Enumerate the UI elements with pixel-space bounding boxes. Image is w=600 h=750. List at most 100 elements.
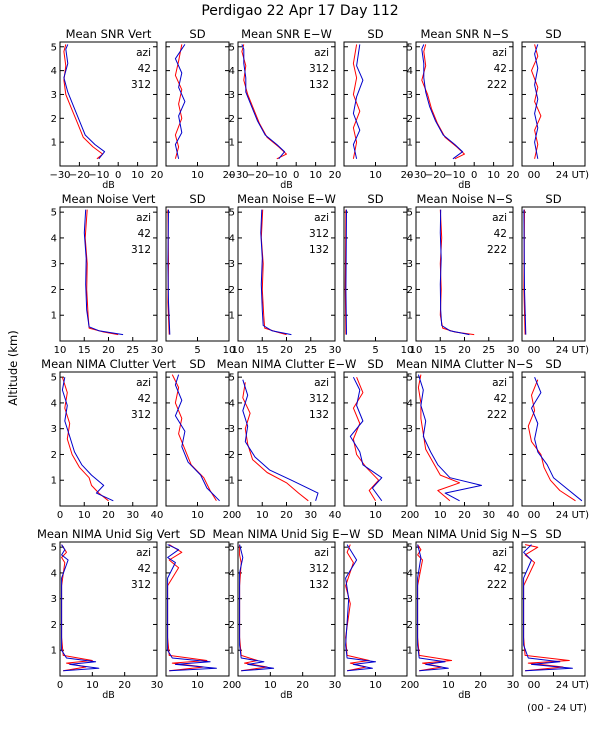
x-axis-label: dB <box>280 690 293 701</box>
y-tick-label: 1 <box>229 646 235 657</box>
x-tick-label: 0 <box>57 680 63 691</box>
x-tick-label: 30 <box>151 680 164 691</box>
y-tick-label: 3 <box>229 594 235 605</box>
series-line-42 <box>174 44 183 159</box>
legend-entry: 42 <box>494 228 507 240</box>
x-tick-label: 40 <box>151 510 164 521</box>
legend-entry: 222 <box>487 79 507 91</box>
series-line-42 <box>84 209 119 336</box>
x-tick-label: −20 <box>247 170 268 181</box>
y-tick-label: 3 <box>407 424 413 435</box>
x-tick-label: 20 <box>102 345 115 356</box>
panel-title: SD <box>545 27 561 41</box>
x-tick-label: 0 <box>293 170 299 181</box>
x-tick-label: 30 <box>329 345 342 356</box>
x-tick-label: 10 <box>256 510 269 521</box>
panel-title: Mean NIMA Clutter N−S <box>396 357 533 371</box>
y-tick-label: 3 <box>407 594 413 605</box>
x-tick-label: 10 <box>442 680 455 691</box>
y-tick-label: 4 <box>51 66 57 77</box>
legend-entry: 312 <box>309 63 329 75</box>
legend-header: azi <box>314 377 329 389</box>
panel-r2-c3: Mean Noise E−W 1 2 3 4 5 10 15 20 25 30 azi 312 132 <box>229 192 342 356</box>
panel-title: Mean Noise E−W <box>237 192 336 206</box>
x-tick-label: 20 <box>280 510 293 521</box>
series-line-312 <box>242 382 309 502</box>
series-line-222 <box>417 374 482 502</box>
x-tick-label: 10 <box>223 345 236 356</box>
y-tick-label: 4 <box>51 233 57 244</box>
legend-entry: 42 <box>138 63 151 75</box>
x-tick-label: 25 <box>304 345 317 356</box>
panel-r4-c4: SD 10 20 <box>343 527 414 691</box>
x-tick-label: −20 <box>69 170 90 181</box>
x-tick-label: 0 <box>413 680 419 691</box>
panel-title: SD <box>189 527 205 541</box>
legend-header: azi <box>314 47 329 59</box>
panel-r1-c1: Mean SNR Vert 1 2 3 4 5 −30−20−10 0 10 20 dB azi 42 3… <box>49 27 163 191</box>
series-line-42 <box>171 374 217 502</box>
legend-entry: 132 <box>309 579 329 591</box>
legend-entry: 42 <box>138 228 151 240</box>
y-tick-label: 5 <box>229 373 235 384</box>
legend-header: azi <box>314 547 329 559</box>
y-tick-label: 3 <box>229 424 235 435</box>
series-line-312 <box>167 209 171 335</box>
legend-entry: 222 <box>487 244 507 256</box>
time-range-note: (00 - 24 UT) <box>527 703 587 714</box>
series-line-132 <box>241 44 286 160</box>
legend-entry: 222 <box>487 409 507 421</box>
y-tick-label: 1 <box>229 138 235 149</box>
panel-title: SD <box>189 27 205 41</box>
x-tick-label: 24 UT) <box>556 170 589 181</box>
x-tick-label: 10 <box>264 680 277 691</box>
series-line-132 <box>239 544 275 672</box>
panel-r4-c6: SD 00 24 UT) <box>521 527 589 691</box>
x-tick-label: 10 <box>369 510 382 521</box>
y-tick-label: 2 <box>407 285 413 296</box>
panel-frame <box>415 41 514 167</box>
panel-frame <box>343 206 408 342</box>
x-tick-label: −10 <box>266 170 287 181</box>
panel-frame <box>165 41 230 167</box>
panel-title: Mean Noise N−S <box>416 192 512 206</box>
y-tick-label: 1 <box>51 476 57 487</box>
panel-r1-c4: SD 10 20 <box>343 27 413 181</box>
x-tick-label: 20 <box>401 680 414 691</box>
y-tick-label: 4 <box>229 233 235 244</box>
y-tick-label: 2 <box>51 285 57 296</box>
legend-header: azi <box>136 212 151 224</box>
x-tick-label: 30 <box>126 510 139 521</box>
series-line-312 <box>239 544 268 672</box>
x-tick-label: 10 <box>191 510 204 521</box>
y-tick-label: 2 <box>229 450 235 461</box>
x-tick-label: 00 <box>528 510 541 521</box>
panel-r4-c3: Mean NIMA Unid Sig E−W 1 2 3 4 5 0 10 20 30 dB azi 3… <box>212 527 360 701</box>
x-tick-label: 30 <box>304 510 317 521</box>
y-tick-label: 4 <box>407 568 413 579</box>
x-tick-label: 24 UT) <box>556 680 589 691</box>
x-tick-label: 30 <box>482 510 495 521</box>
x-axis-label: dB <box>102 180 115 191</box>
legend-entry: 42 <box>494 63 507 75</box>
series-line-222 <box>523 544 573 672</box>
y-tick-label: 4 <box>229 568 235 579</box>
panel-title: Mean SNR N−S <box>420 27 508 41</box>
panel-title: Mean NIMA Unid Sig N−S <box>392 527 537 541</box>
x-tick-label: 10 <box>191 170 204 181</box>
x-tick-label: 20 <box>223 510 236 521</box>
x-tick-label: 10 <box>434 510 447 521</box>
legend-entry: 42 <box>138 393 151 405</box>
y-tick-label: 4 <box>407 233 413 244</box>
y-tick-label: 5 <box>229 208 235 219</box>
y-tick-label: 2 <box>51 620 57 631</box>
panel-title: Mean NIMA Clutter E−W <box>217 357 357 371</box>
x-tick-label: 5 <box>194 345 200 356</box>
panel-title: SD <box>189 357 205 371</box>
y-tick-label: 5 <box>407 208 413 219</box>
x-tick-label: 10 <box>369 680 382 691</box>
x-tick-label: 0 <box>115 170 121 181</box>
legend-header: azi <box>136 377 151 389</box>
y-tick-label: 1 <box>51 311 57 322</box>
figure-title: Perdigao 22 Apr 17 Day 112 <box>201 3 398 19</box>
